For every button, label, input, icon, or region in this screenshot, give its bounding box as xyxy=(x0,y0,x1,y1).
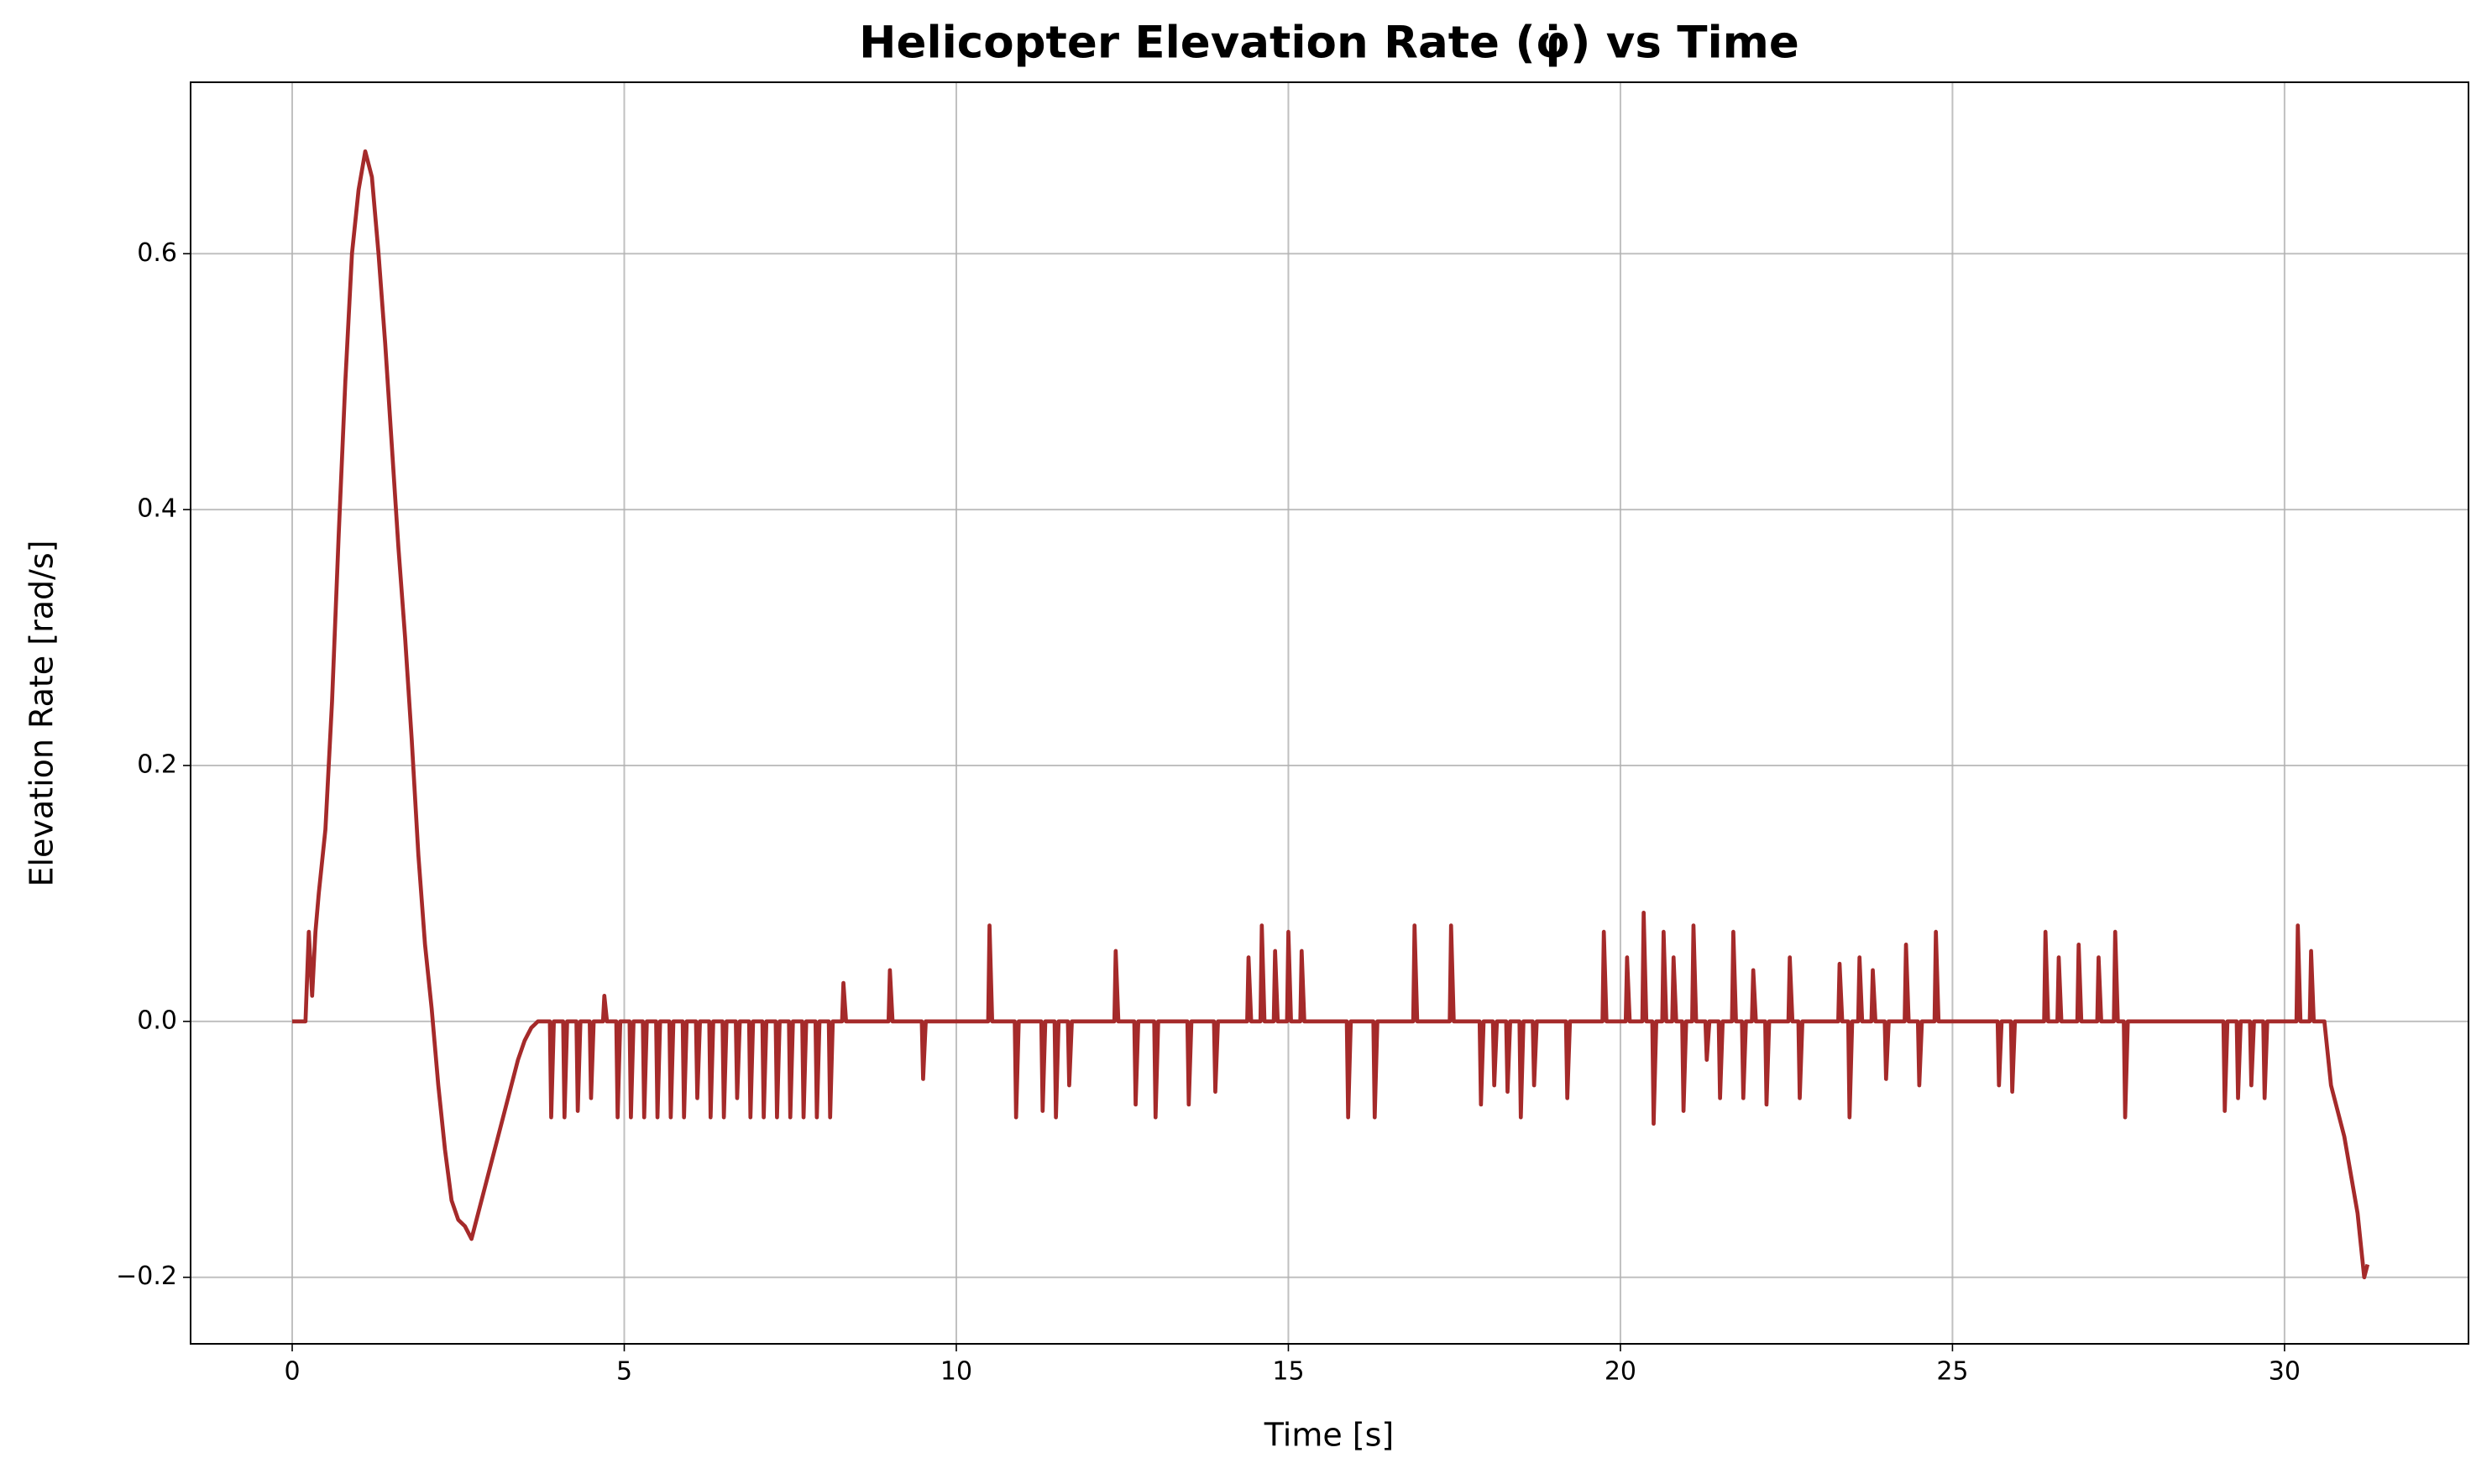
x-tick-label: 0 xyxy=(284,1357,300,1387)
x-tick-label: 10 xyxy=(940,1357,972,1387)
x-tick-label: 30 xyxy=(2269,1357,2301,1387)
y-axis-label: Elevation Rate [rad/s] xyxy=(24,540,60,886)
x-tick-label: 20 xyxy=(1605,1357,1636,1387)
y-tick-label: 0.6 xyxy=(137,238,177,268)
plot-frame xyxy=(190,81,2469,1345)
y-tick-label: 0.0 xyxy=(137,1006,177,1035)
x-tick-label: 5 xyxy=(616,1357,632,1387)
chart-title: Helicopter Elevation Rate (φ̇) vs Time xyxy=(859,18,1799,69)
x-tick-label: 15 xyxy=(1272,1357,1304,1387)
y-tick-label: −0.2 xyxy=(116,1262,177,1291)
x-tick-label: 25 xyxy=(1936,1357,1968,1387)
y-tick-label: 0.2 xyxy=(137,750,177,779)
y-tick-label: 0.4 xyxy=(137,494,177,524)
data-line xyxy=(292,149,2370,1280)
x-axis-label: Time [s] xyxy=(1264,1417,1395,1454)
